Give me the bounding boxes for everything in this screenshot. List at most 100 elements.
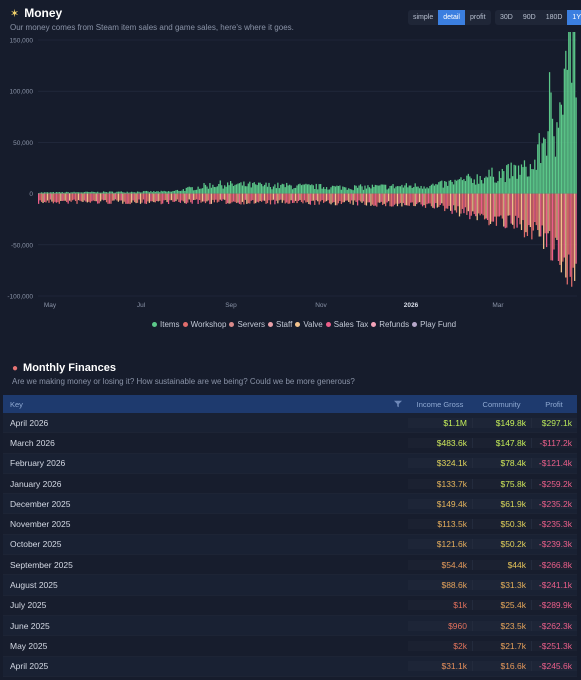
- legend-item[interactable]: Valve: [295, 320, 323, 329]
- bar-expenses: [476, 193, 478, 221]
- legend-item[interactable]: Servers: [229, 320, 265, 329]
- range-button-1y[interactable]: 1Y: [567, 10, 581, 25]
- range-button-180d[interactable]: 180D: [545, 14, 563, 21]
- bar-items: [346, 189, 348, 194]
- legend-item[interactable]: Play Fund: [412, 320, 456, 329]
- bar-expenses: [311, 193, 313, 201]
- legend-item[interactable]: Refunds: [371, 320, 409, 329]
- bar-items: [481, 180, 483, 194]
- range-button-90d[interactable]: 90D: [522, 14, 536, 21]
- bar-expenses: [283, 193, 285, 201]
- bar-items: [362, 189, 365, 194]
- bar-items: [249, 181, 251, 194]
- bar-expenses: [411, 193, 413, 203]
- column-income[interactable]: Income Gross: [416, 399, 464, 409]
- bar-items: [196, 189, 198, 194]
- bar-items: [495, 182, 498, 194]
- range-button-30d[interactable]: 30D: [500, 14, 513, 21]
- legend-item[interactable]: Sales Tax: [325, 320, 368, 329]
- table-row[interactable]: November 2025 $113.5k $50.3k -$235.3k: [3, 514, 577, 535]
- legend-item[interactable]: Workshop: [182, 320, 226, 329]
- legend-label: Valve: [303, 320, 323, 329]
- profit-cell: -$266.8k: [531, 559, 577, 570]
- column-profit[interactable]: Profit: [545, 399, 563, 409]
- table-row[interactable]: October 2025 $121.6k $50.2k -$239.3k: [3, 534, 577, 556]
- mode-button-detail[interactable]: detail: [438, 10, 465, 25]
- bar-items: [131, 191, 133, 194]
- table-row[interactable]: September 2025 $54.4k $44k -$266.8k: [3, 555, 577, 576]
- bar-expenses: [170, 193, 173, 201]
- bar-items: [175, 190, 177, 194]
- bar-items: [98, 192, 100, 194]
- table-header: Key Income Gross Community Profit: [3, 395, 577, 413]
- bar-expenses: [228, 193, 230, 204]
- bar-items: [387, 188, 390, 194]
- table-row[interactable]: December 2025 $149.4k $61.9k -$235.2k: [3, 494, 577, 515]
- bar-expenses: [278, 193, 280, 201]
- bar-items: [364, 185, 366, 194]
- bar-expenses: [520, 193, 523, 231]
- column-community[interactable]: Community: [482, 399, 521, 409]
- bar-items: [63, 192, 65, 194]
- bar-expenses: [243, 193, 245, 205]
- bar-items: [503, 171, 505, 194]
- bar-items: [476, 174, 478, 194]
- bar-items: [373, 186, 375, 194]
- table-row[interactable]: January 2026 $133.7k $75.8k -$259.2k: [3, 473, 577, 495]
- bar-expenses: [389, 193, 391, 207]
- bar-expenses: [227, 193, 229, 204]
- bar-items: [472, 182, 474, 194]
- legend-item[interactable]: Staff: [268, 320, 292, 329]
- bar-items: [89, 192, 91, 194]
- bar-items: [157, 191, 159, 194]
- column-key[interactable]: Key: [3, 400, 408, 409]
- table-row[interactable]: April 2025 $31.1k $16.6k -$245.6k: [3, 656, 577, 677]
- bar-items: [325, 187, 328, 194]
- bar-expenses: [543, 193, 545, 249]
- bar-expenses: [272, 193, 275, 200]
- bar-items: [455, 180, 458, 194]
- income-cell: $960: [448, 620, 467, 631]
- bar-items: [506, 165, 508, 194]
- table-row[interactable]: August 2025 $88.6k $31.3k -$241.1k: [3, 575, 577, 596]
- table-row[interactable]: April 2026 $1.1M $149.8k $297.1k: [3, 413, 577, 434]
- legend-label: Servers: [237, 320, 265, 329]
- table-row[interactable]: March 2026 $483.6k $147.8k -$117.2k: [3, 433, 577, 454]
- table-body: April 2026 $1.1M $149.8k $297.1k March 2026 $…: [3, 413, 577, 677]
- bar-expenses: [529, 193, 532, 228]
- chart-range-toggle: 30D 90D 180D 1Y: [495, 10, 581, 25]
- filter-icon[interactable]: [394, 400, 402, 408]
- bar-items: [107, 192, 109, 194]
- bar-expenses: [95, 193, 97, 202]
- bar-items: [281, 183, 283, 194]
- bar-items: [556, 122, 558, 194]
- bar-expenses: [317, 193, 319, 202]
- legend-item[interactable]: Items: [152, 320, 180, 329]
- bar-expenses: [481, 193, 483, 214]
- bar-expenses: [45, 193, 47, 203]
- table-row[interactable]: June 2025 $960 $23.5k -$262.3k: [3, 615, 577, 637]
- month-cell: January 2026: [10, 478, 62, 489]
- bar-expenses: [176, 193, 179, 200]
- bar-items: [562, 114, 564, 194]
- bar-items: [448, 180, 450, 194]
- mode-button-profit[interactable]: profit: [469, 14, 486, 21]
- bar-expenses: [184, 193, 186, 204]
- bar-expenses: [179, 193, 182, 203]
- bar-items: [129, 192, 131, 194]
- bar-items: [551, 118, 554, 194]
- bar-items: [544, 138, 546, 194]
- table-row[interactable]: May 2025 $2k $21.7k -$251.3k: [3, 636, 577, 657]
- bar-items: [433, 185, 436, 194]
- bar-items: [514, 165, 517, 194]
- bar-expenses: [399, 193, 402, 203]
- mode-button-simple[interactable]: simple: [413, 14, 434, 21]
- bar-expenses: [433, 193, 436, 209]
- bar-items: [172, 190, 174, 194]
- table-row[interactable]: July 2025 $1k $25.4k -$289.9k: [3, 595, 577, 616]
- bar-items: [475, 184, 477, 194]
- bar-items: [139, 192, 142, 194]
- table-row[interactable]: February 2026 $324.1k $78.4k -$121.4k: [3, 453, 577, 474]
- bar-expenses: [240, 193, 242, 205]
- bar-expenses: [550, 193, 552, 261]
